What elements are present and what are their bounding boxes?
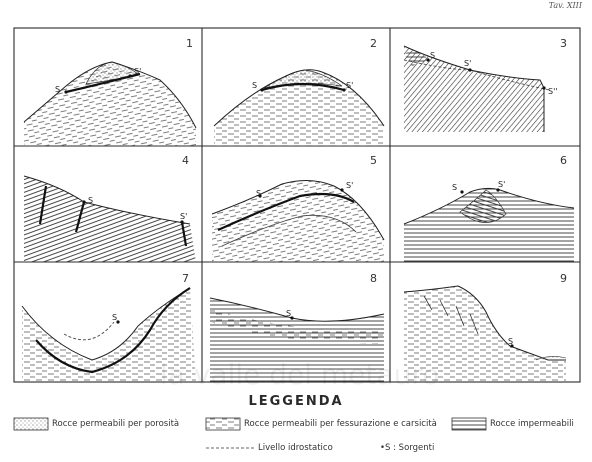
spring-point xyxy=(64,90,68,94)
spring-label: S' xyxy=(134,67,141,76)
panel-5-number: 5 xyxy=(370,154,377,167)
spring-point xyxy=(340,188,344,192)
spring-label: S xyxy=(88,196,93,205)
spring-label: S xyxy=(112,313,117,322)
legend-swatch-porous xyxy=(13,417,49,431)
panel-2-number: 2 xyxy=(370,37,377,50)
spring-label: S xyxy=(256,189,261,198)
legend-swatches xyxy=(13,417,487,449)
spring-point xyxy=(290,316,294,320)
panel-4-number: 4 xyxy=(182,154,189,167)
spring-labels: S S' S S' S S' S'' S S' S S' S S' S S S xyxy=(55,51,557,346)
legend-title: LEGGENDA xyxy=(248,394,344,409)
spring-point xyxy=(510,344,514,348)
panel-2-cross-section xyxy=(213,69,385,146)
panel-numbers: 1 2 3 4 5 6 7 8 9 xyxy=(182,37,567,285)
plate-label: Tav. XIII xyxy=(548,1,582,10)
spring-point xyxy=(128,74,132,78)
spring-point xyxy=(260,88,264,92)
spring-label: S'' xyxy=(548,87,557,96)
panel-9-number: 9 xyxy=(560,272,567,285)
spring-label: S' xyxy=(346,181,353,190)
spring-label: S xyxy=(252,81,257,90)
panel-6-number: 6 xyxy=(560,154,567,167)
spring-point xyxy=(82,200,86,204)
panel-5-cross-section xyxy=(211,180,385,262)
spring-point xyxy=(468,68,472,72)
panel-1-number: 1 xyxy=(186,37,193,50)
spring-point xyxy=(426,58,430,62)
panel-9-cross-section xyxy=(403,285,567,382)
panel-6-cross-section xyxy=(403,187,575,262)
panel-3-number: 3 xyxy=(560,37,567,50)
spring-label: S xyxy=(508,337,513,346)
spring-label: S' xyxy=(180,212,187,221)
spring-markers xyxy=(64,58,546,348)
spring-point xyxy=(180,220,184,224)
legend-swatch-fractured xyxy=(205,417,241,431)
legend-swatch-impermeable xyxy=(451,417,487,431)
spring-label: S xyxy=(286,309,291,318)
spring-label: S xyxy=(452,183,457,192)
legend-label-fractured: Rocce permeabili per fessurazione e cars… xyxy=(244,419,437,429)
legend-label-springs: •S : Sorgenti xyxy=(380,443,435,453)
spring-label: S xyxy=(430,51,435,60)
spring-label: S xyxy=(55,85,60,94)
panel-3-cross-section xyxy=(403,45,551,132)
spring-label: S' xyxy=(464,59,471,68)
panel-7-number: 7 xyxy=(182,272,189,285)
legend-label-impermeable: Rocce impermeabili xyxy=(490,419,574,429)
watermark-text: la valle del metauro xyxy=(160,358,439,391)
spring-point xyxy=(116,320,120,324)
spring-point xyxy=(342,88,346,92)
legend-label-porous: Rocce permeabili per porosità xyxy=(52,419,180,429)
panel-1-cross-section xyxy=(23,61,197,146)
spring-point xyxy=(460,190,464,194)
spring-label: S' xyxy=(498,180,505,189)
spring-point xyxy=(496,188,500,192)
panel-8-number: 8 xyxy=(370,272,377,285)
panel-7-cross-section xyxy=(21,287,196,382)
spring-label: S' xyxy=(346,81,353,90)
panel-4-cross-section xyxy=(23,175,196,262)
legend-label-water-level: Livello idrostatico xyxy=(258,443,333,453)
spring-point xyxy=(542,86,546,90)
spring-point xyxy=(258,194,262,198)
